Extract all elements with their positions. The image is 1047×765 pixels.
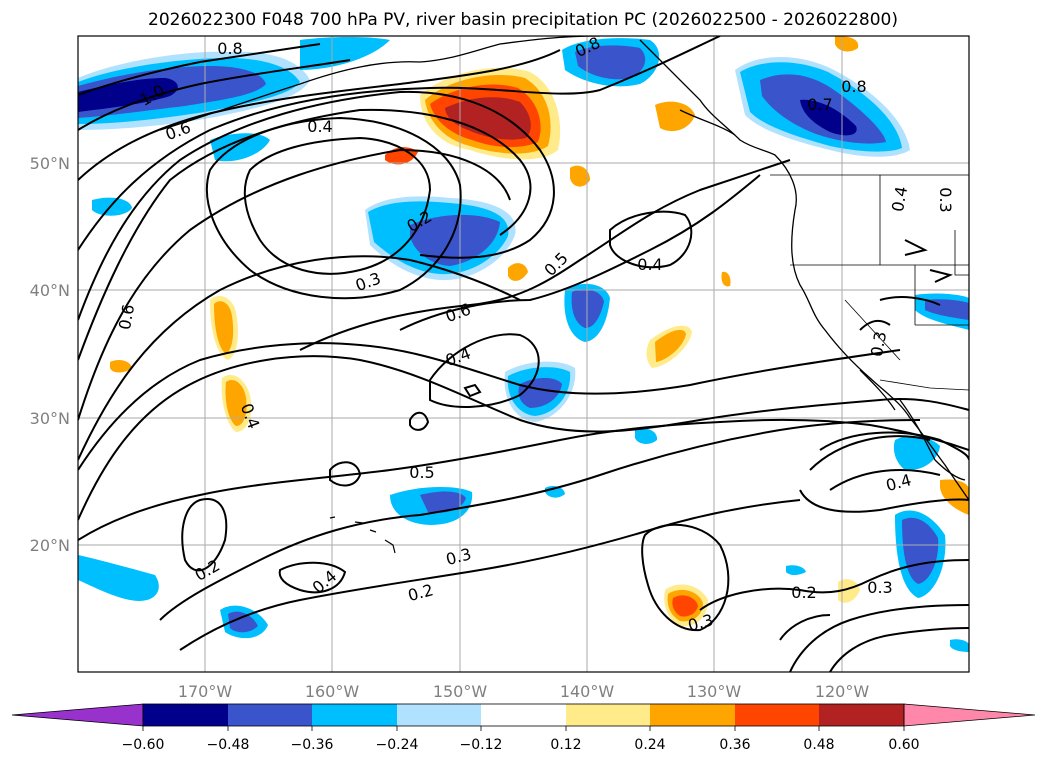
contour-label: 0.6: [115, 303, 138, 331]
contour-label: 0.4: [888, 185, 911, 213]
colorbar-tick-label: 0.60: [888, 737, 919, 753]
map-title: 2026022300 F048 700 hPa PV, river basin …: [148, 10, 898, 30]
contour-label: 0.3: [867, 578, 892, 597]
colorbar-tick-label: −0.60: [122, 737, 165, 753]
lat-label: 40°N: [30, 281, 70, 300]
colorbar-segment: [397, 704, 481, 726]
colorbar-segment: [566, 704, 650, 726]
colorbar-tick-label: −0.12: [460, 737, 503, 753]
colorbar-segment: [312, 704, 397, 726]
colorbar-segment: [228, 704, 312, 726]
lon-label: 150°W: [433, 682, 488, 701]
colorbar-segment: [650, 704, 735, 726]
colorbar-extend-min: [11, 703, 144, 727]
colorbar-segment: [819, 704, 904, 726]
contour-label: 0.4: [637, 255, 662, 274]
lon-label: 160°W: [305, 682, 360, 701]
lon-labels: 170°W 160°W 150°W 140°W 130°W 120°W: [178, 682, 870, 701]
contour-label: 0.3: [867, 330, 890, 358]
lat-label: 50°N: [30, 154, 70, 173]
colorbar-segment: [481, 704, 566, 726]
lon-label: 140°W: [560, 682, 615, 701]
colorbar-segment: [143, 704, 228, 726]
lat-labels: 50°N 40°N 30°N 20°N: [30, 154, 70, 555]
colorbar-outline: [142, 703, 905, 727]
colorbar-tick-label: −0.36: [291, 737, 334, 753]
colorbar-ticks: [142, 726, 905, 731]
contour-label: 0.8: [217, 39, 242, 58]
lon-label: 130°W: [687, 682, 742, 701]
colorbar-tick-label: 0.12: [550, 737, 581, 753]
pv-contours: [78, 36, 969, 672]
contour-label: 0.7: [807, 95, 832, 114]
colorbar-tick-label: −0.48: [207, 737, 250, 753]
colorbar: −0.60 −0.48 −0.36 −0.24 −0.12 0.12 0.24 …: [11, 703, 1036, 753]
lat-label: 30°N: [30, 409, 70, 428]
map-frame: [77, 35, 970, 673]
colorbar-extend-max: [903, 703, 1036, 727]
colorbar-tick-label: 0.36: [719, 737, 750, 753]
precip-shading: [78, 36, 969, 652]
contour-label: 0.5: [409, 463, 434, 482]
contour-label: 0.4: [307, 117, 332, 136]
state-borders: [770, 174, 969, 391]
hawaiian-islands: [329, 516, 396, 554]
colorbar-tick-label: −0.24: [376, 737, 419, 753]
lat-label: 20°N: [30, 536, 70, 555]
coastlines: [159, 36, 969, 501]
contour-label: 0.3: [936, 187, 955, 212]
colorbar-tick-label: 0.24: [634, 737, 665, 753]
contour-label: 0.8: [841, 77, 866, 96]
lon-label: 170°W: [178, 682, 233, 701]
contour-label: 0.2: [791, 583, 816, 602]
lon-label: 120°W: [815, 682, 870, 701]
colorbar-segment: [735, 704, 819, 726]
colorbar-tick-label: 0.48: [803, 737, 834, 753]
